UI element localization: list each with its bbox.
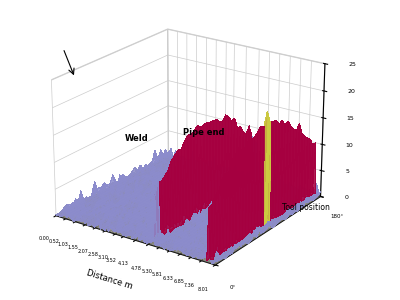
Text: Tool position: Tool position <box>282 203 330 212</box>
X-axis label: Distance m: Distance m <box>86 269 134 291</box>
